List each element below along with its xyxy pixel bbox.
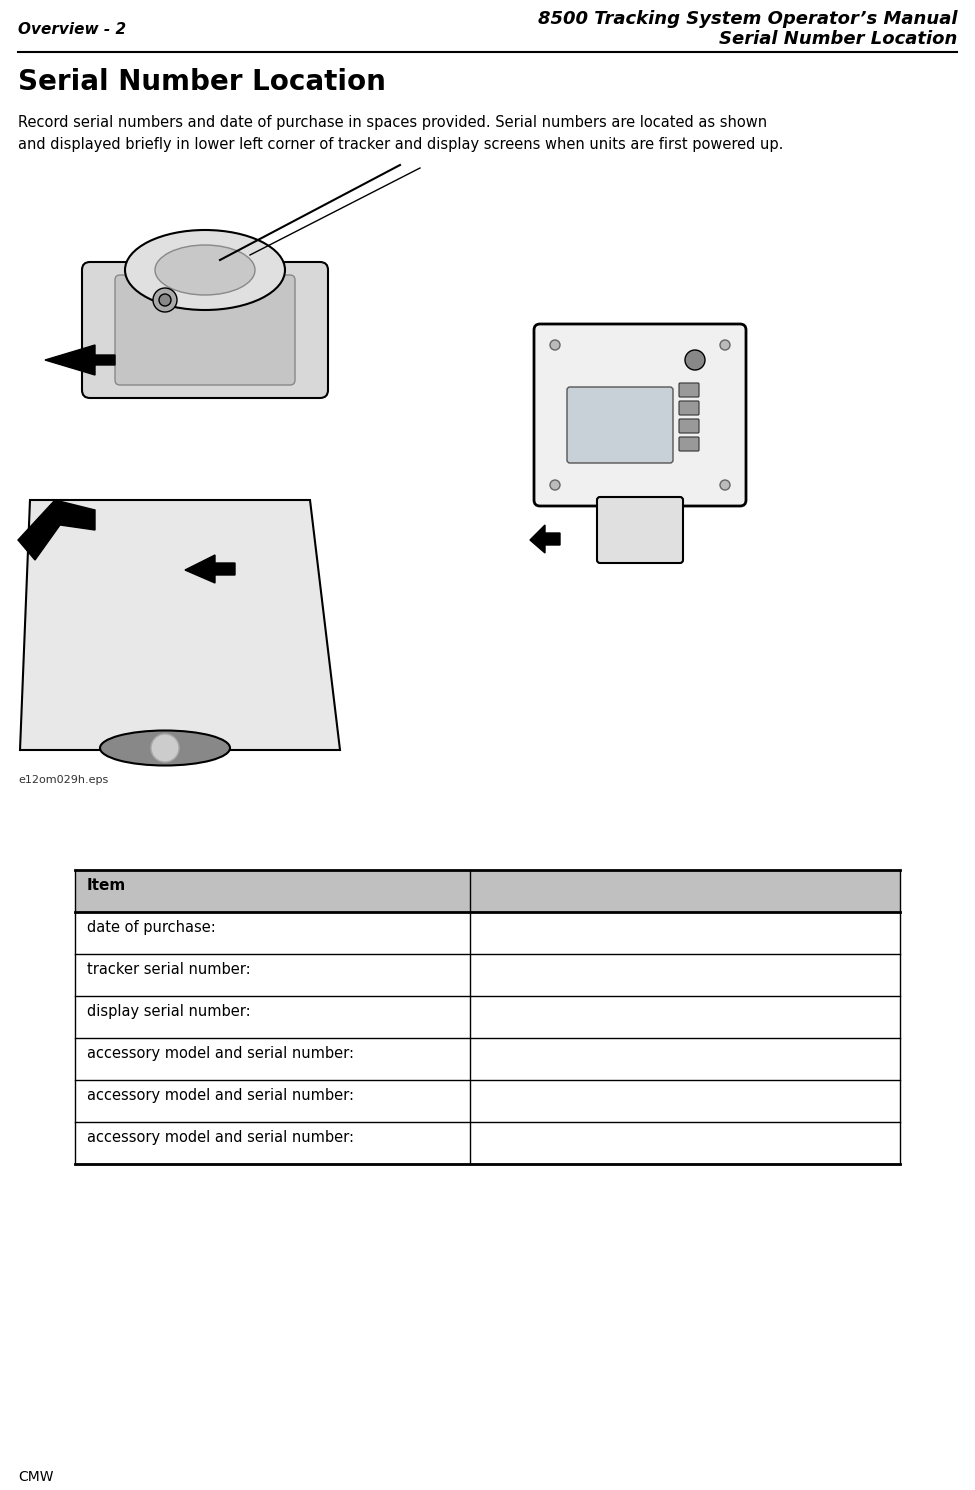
Text: accessory model and serial number:: accessory model and serial number: (87, 1046, 354, 1061)
Text: accessory model and serial number:: accessory model and serial number: (87, 1129, 354, 1144)
Text: Record serial numbers and date of purchase in spaces provided. Serial numbers ar: Record serial numbers and date of purcha… (18, 115, 783, 152)
Text: date of purchase:: date of purchase: (87, 919, 215, 936)
Polygon shape (18, 501, 95, 560)
Circle shape (720, 480, 730, 490)
FancyBboxPatch shape (679, 437, 699, 451)
Text: display serial number:: display serial number: (87, 1004, 251, 1019)
FancyBboxPatch shape (82, 262, 328, 398)
Polygon shape (75, 870, 900, 912)
FancyBboxPatch shape (679, 419, 699, 434)
Circle shape (550, 340, 560, 350)
Text: CMW: CMW (18, 1471, 54, 1484)
FancyBboxPatch shape (679, 401, 699, 416)
Ellipse shape (155, 244, 255, 295)
Ellipse shape (100, 730, 230, 766)
Text: 8500 Tracking System Operator’s Manual: 8500 Tracking System Operator’s Manual (537, 10, 957, 28)
Text: e12om029h.eps: e12om029h.eps (18, 775, 108, 785)
Polygon shape (20, 501, 340, 749)
FancyBboxPatch shape (115, 276, 295, 384)
FancyBboxPatch shape (597, 498, 683, 563)
Text: Serial Number Location: Serial Number Location (719, 30, 957, 48)
Text: Serial Number Location: Serial Number Location (18, 69, 386, 95)
Circle shape (151, 735, 179, 761)
Polygon shape (530, 524, 560, 553)
Circle shape (153, 288, 177, 311)
Text: accessory model and serial number:: accessory model and serial number: (87, 1088, 354, 1103)
Text: Overview - 2: Overview - 2 (18, 22, 126, 37)
FancyBboxPatch shape (567, 387, 673, 463)
FancyBboxPatch shape (679, 383, 699, 396)
Text: tracker serial number:: tracker serial number: (87, 963, 251, 977)
Text: Item: Item (87, 878, 126, 893)
Polygon shape (45, 346, 115, 375)
Circle shape (720, 340, 730, 350)
Circle shape (685, 350, 705, 370)
Ellipse shape (125, 229, 285, 310)
Circle shape (550, 480, 560, 490)
Polygon shape (185, 554, 235, 583)
Circle shape (159, 294, 171, 305)
FancyBboxPatch shape (534, 323, 746, 507)
